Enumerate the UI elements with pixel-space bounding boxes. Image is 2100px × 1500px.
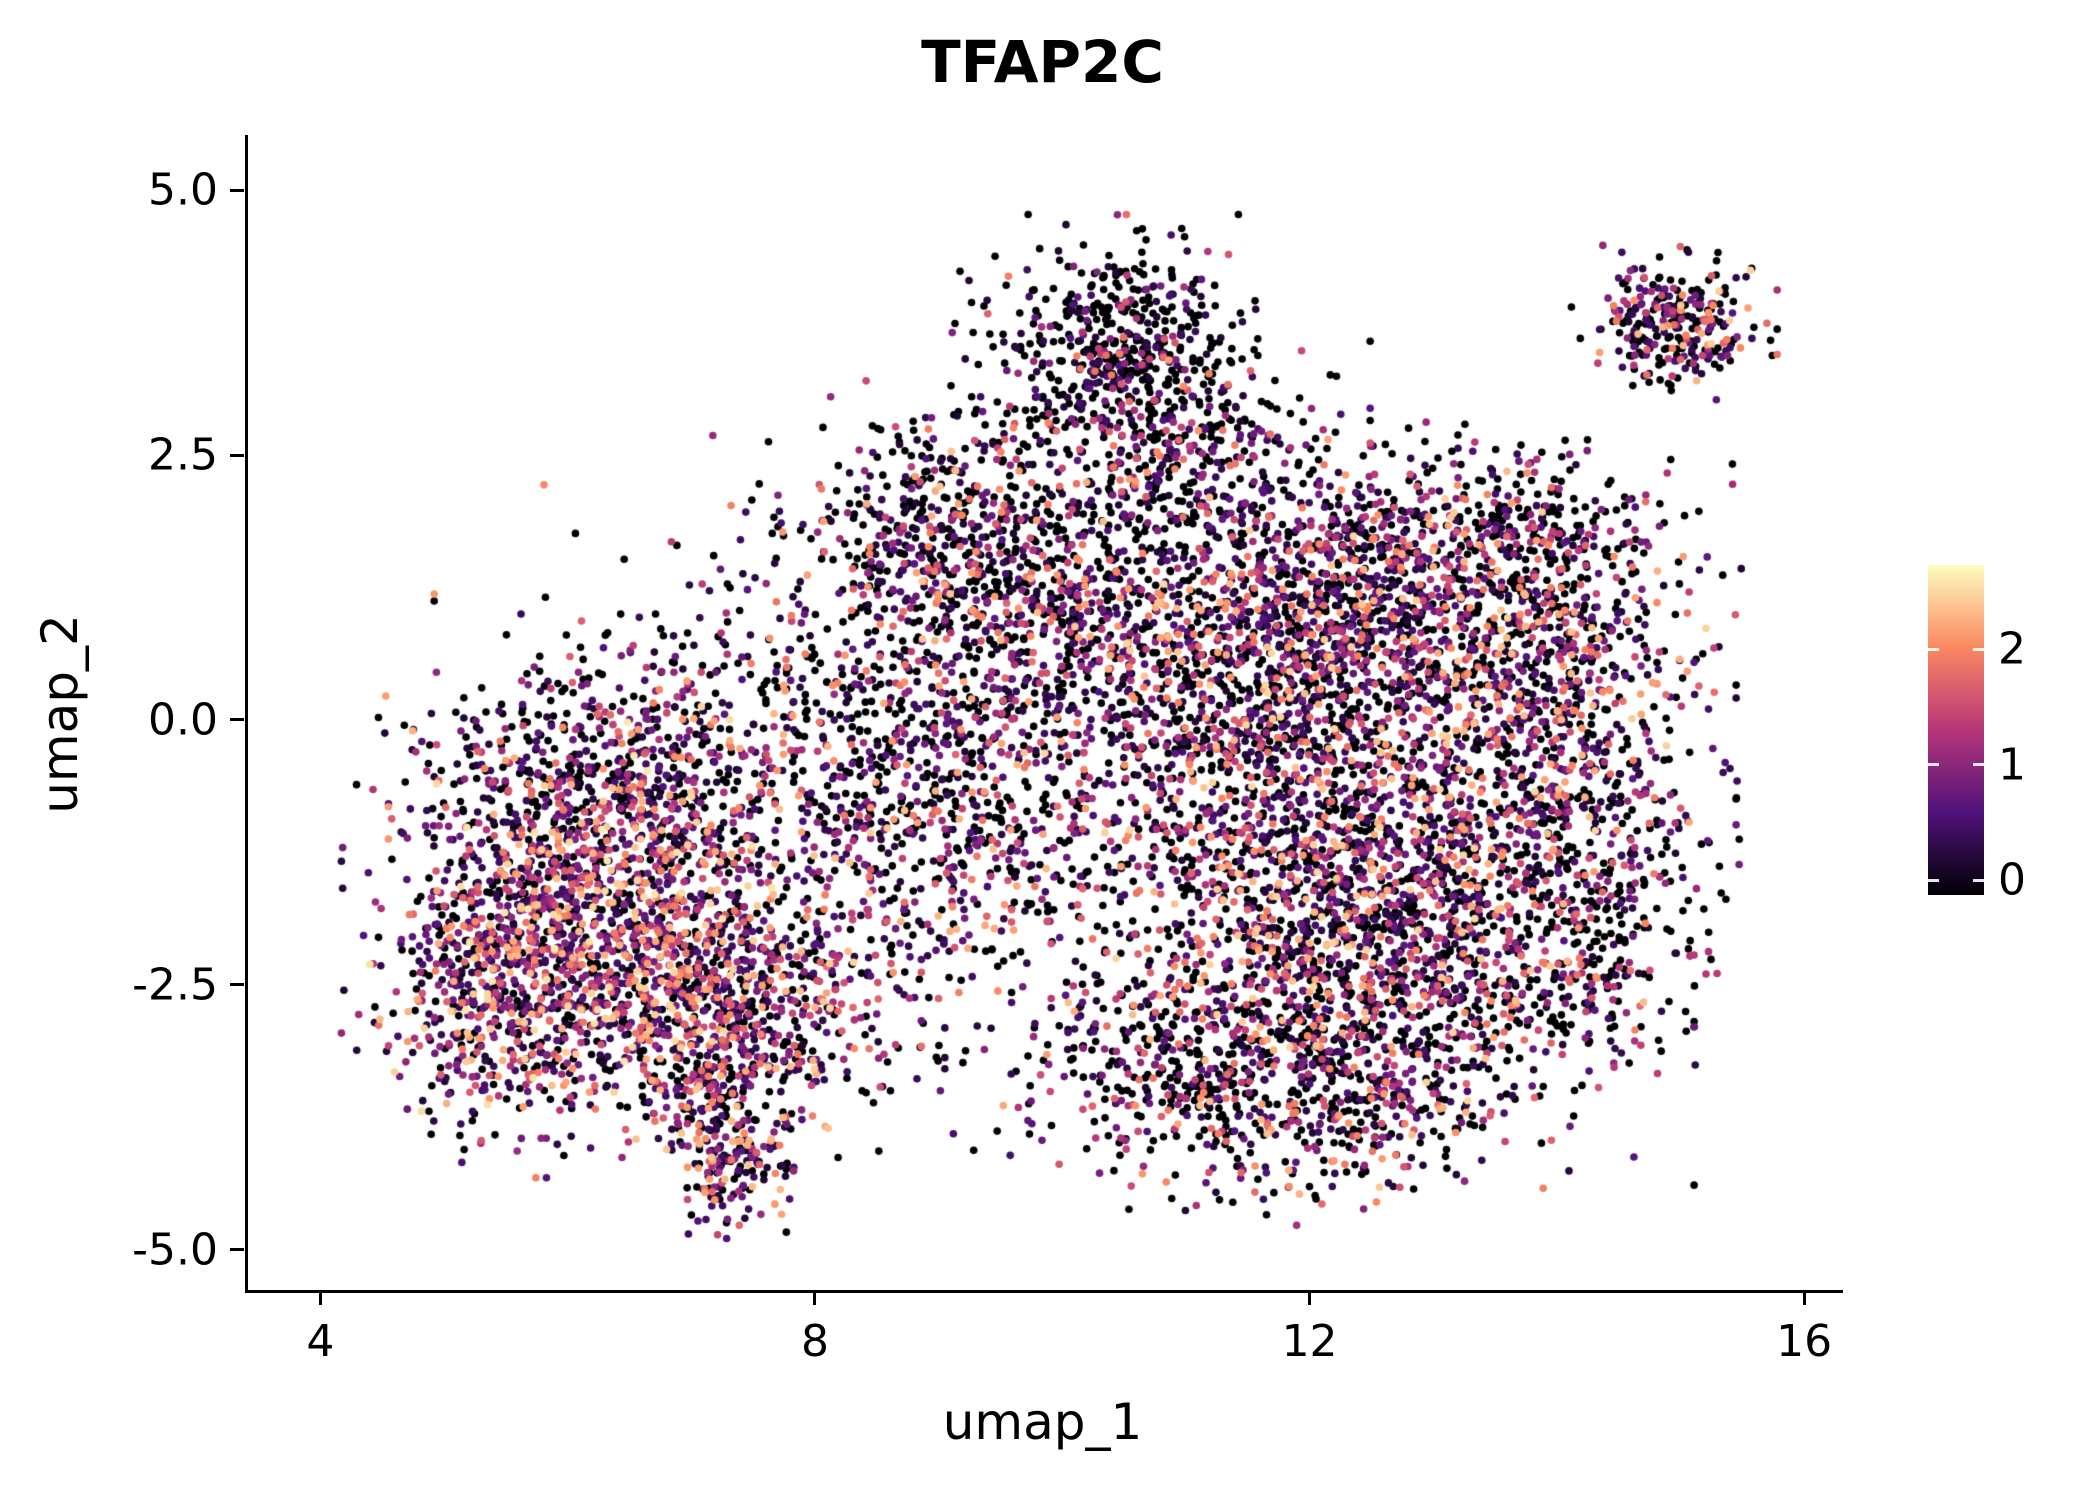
colorbar-tick-mark xyxy=(1973,878,1984,882)
y-tick-mark xyxy=(230,983,244,987)
x-axis-label: umap_1 xyxy=(942,1393,1143,1451)
y-tick-mark xyxy=(230,453,244,457)
y-tick-label: 0.0 xyxy=(148,694,218,746)
x-tick-label: 16 xyxy=(1776,1316,1833,1367)
colorbar-gradient xyxy=(1928,565,1984,895)
y-tick-label: -5.0 xyxy=(132,1224,218,1276)
colorbar-tick-label: 0 xyxy=(1998,854,2026,906)
colorbar xyxy=(1928,565,1984,895)
x-tick-label: 12 xyxy=(1281,1316,1338,1367)
y-tick-label: -2.5 xyxy=(132,959,218,1011)
x-tick-mark xyxy=(318,1291,322,1305)
colorbar-tick-label: 2 xyxy=(1998,623,2026,675)
x-tick-label: 4 xyxy=(306,1316,335,1367)
x-tick-mark xyxy=(813,1291,817,1305)
x-tick-label: 8 xyxy=(800,1316,829,1367)
x-tick-mark xyxy=(1802,1291,1806,1305)
y-tick-mark xyxy=(230,188,244,192)
colorbar-tick-mark xyxy=(1928,763,1939,767)
y-tick-label: 5.0 xyxy=(148,164,218,216)
colorbar-tick-mark xyxy=(1928,647,1939,651)
x-tick-mark xyxy=(1308,1291,1312,1305)
colorbar-tick-mark xyxy=(1973,647,1984,651)
y-tick-mark xyxy=(230,1248,244,1252)
colorbar-tick-mark xyxy=(1973,763,1984,767)
y-axis-label: umap_2 xyxy=(31,614,89,814)
plot-area xyxy=(245,135,1843,1293)
colorbar-tick-label: 1 xyxy=(1998,739,2026,791)
y-tick-label: 2.5 xyxy=(148,429,218,481)
colorbar-tick-mark xyxy=(1928,878,1939,882)
plot-title: TFAP2C xyxy=(921,28,1164,96)
y-tick-mark xyxy=(230,718,244,722)
